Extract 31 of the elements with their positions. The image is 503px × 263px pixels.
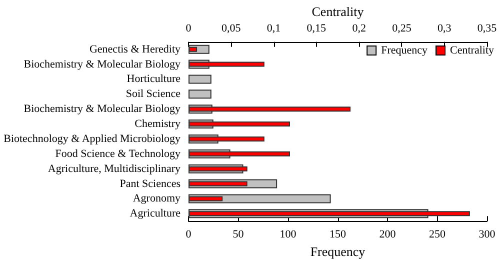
x2-tick-label: 0,2 [352,22,366,34]
y-tick-label: Food Science & Technology [55,148,182,160]
x2-tick-label: 0,3 [437,22,452,34]
legend-label: Frequency [381,44,428,56]
x2-axis-title: Centrality [312,4,364,19]
x-tick-label: 200 [379,228,396,241]
x2-tick-label: 0,1 [266,22,281,34]
y-tick-label: Genectis & Heredity [89,43,181,56]
y-tick-label: Horticulture [126,73,181,86]
y-tick-label: Soil Science [126,88,181,100]
y-tick-label: Agriculture [130,208,181,220]
x2-tick-label: 0,25 [392,22,412,34]
x-tick-label: 300 [478,228,496,241]
x-tick-label: 250 [429,228,446,241]
x-axis-title: Frequency [310,244,366,259]
y-tick-label: Agriculture, Multidisciplinary [48,162,181,175]
y-tick-label: Agronomy [132,192,181,205]
x-tick-label: 150 [330,228,347,241]
y-tick-label: Chemistry [134,118,181,130]
x-tick-label: 50 [232,228,244,241]
y-tick-label: Biochemistry & Molecular Biology [24,103,182,116]
legend-label: Centrality [450,44,494,56]
y-tick-label: Pant Sciences [120,178,181,190]
x-tick-label: 100 [280,228,297,241]
y-tick-label: Biochemistry & Molecular Biology [24,58,182,70]
x2-tick-label: 0,15 [306,22,327,34]
x2-tick-label: 0 [186,22,192,34]
x-tick-label: 0 [186,228,192,241]
x2-tick-label: 0,35 [477,22,498,34]
y-tick-label: Biotechnology & Applied Microbiology [4,132,182,145]
x2-tick-label: 0,05 [222,22,242,34]
